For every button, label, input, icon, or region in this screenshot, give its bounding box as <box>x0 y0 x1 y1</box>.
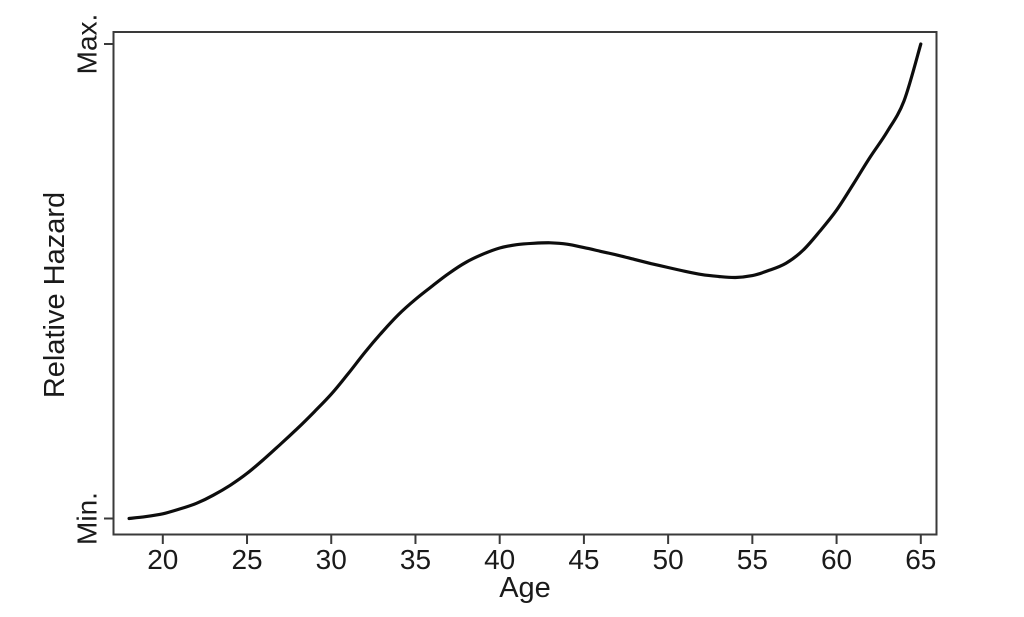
y-tick-label: Min. <box>72 492 103 545</box>
y-axis-label: Relative Hazard <box>39 192 71 398</box>
x-tick-label: 40 <box>484 544 515 575</box>
x-tick-label: 25 <box>231 544 262 575</box>
x-tick-label: 30 <box>316 544 347 575</box>
y-tick-label: Max. <box>72 14 103 75</box>
x-tick-label: 50 <box>653 544 684 575</box>
x-tick-label: 35 <box>400 544 431 575</box>
y-axis-ticks: Min. Max. <box>72 14 114 545</box>
x-tick-label: 55 <box>737 544 768 575</box>
x-tick-label: 60 <box>821 544 852 575</box>
x-tick-label: 65 <box>905 544 936 575</box>
x-tick-label: 20 <box>147 544 178 575</box>
x-tick-label: 45 <box>568 544 599 575</box>
hazard-curve <box>127 42 923 521</box>
plot-border <box>112 31 938 536</box>
x-axis-ticks: 20 25 30 35 40 45 50 55 60 65 <box>147 534 936 575</box>
x-axis-label: Age <box>499 572 551 604</box>
